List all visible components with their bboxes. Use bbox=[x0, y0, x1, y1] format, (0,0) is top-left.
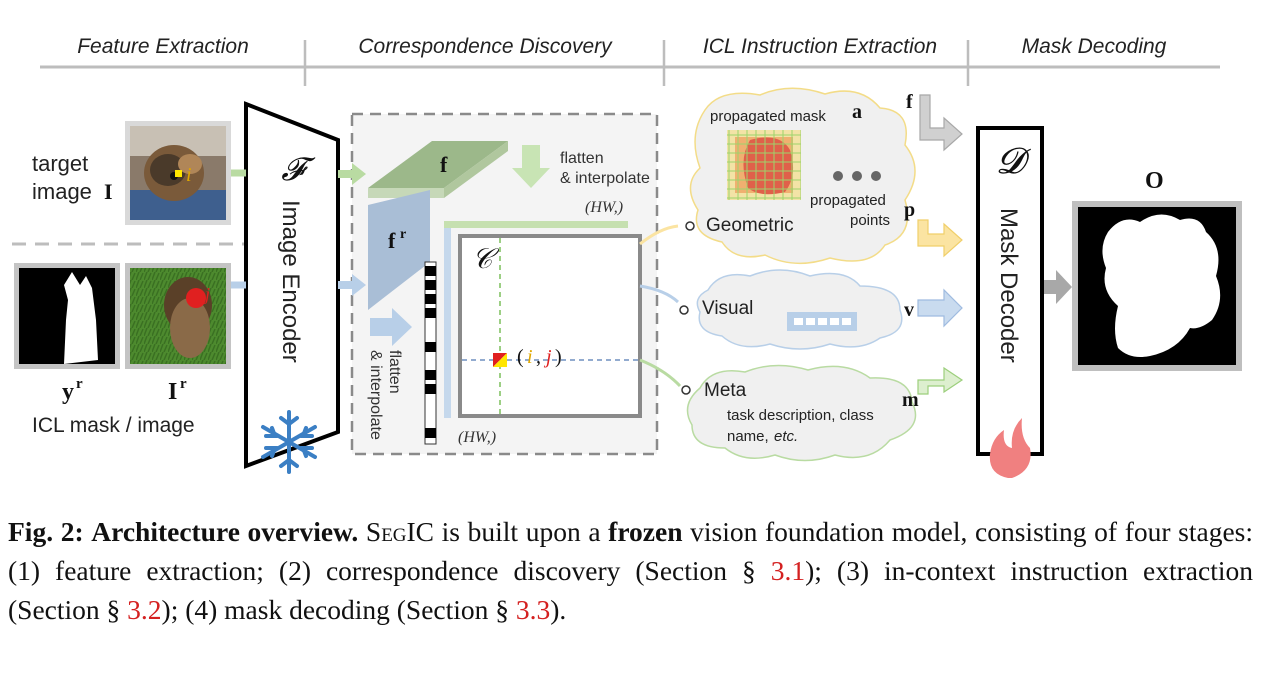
m-label: m bbox=[902, 389, 919, 411]
v-label: v bbox=[904, 299, 914, 321]
flatten-side-line1: flatten bbox=[386, 350, 403, 394]
caption-fig-label: Fig. 2: bbox=[8, 516, 84, 547]
caption-text-5: ). bbox=[550, 594, 567, 625]
fire-icon bbox=[989, 418, 1031, 478]
task-desc-line2b: etc. bbox=[774, 428, 798, 445]
caption-text-1: is built upon a bbox=[434, 516, 609, 547]
hw-top-label: (HW,) bbox=[585, 199, 623, 216]
target-point-marker bbox=[175, 170, 182, 177]
ref-mask-sup: r bbox=[76, 376, 83, 392]
caption-text-4: ); (4) mask decoding (Section § bbox=[161, 594, 516, 625]
ellipsis-dots bbox=[833, 171, 881, 181]
v-to-decoder-arrow bbox=[917, 288, 963, 328]
target-label-line2: image bbox=[32, 179, 92, 204]
f-slab-side bbox=[444, 141, 508, 198]
target-point-label: i bbox=[186, 164, 192, 186]
visual-bullet bbox=[679, 305, 689, 315]
caption-ref-3-1[interactable]: 3.1 bbox=[770, 555, 806, 586]
reference-image bbox=[125, 263, 231, 369]
fr-label: f bbox=[388, 228, 396, 253]
figure-caption: Fig. 2: Architecture overview. SegIC is … bbox=[8, 512, 1253, 629]
f-to-decoder-arrow bbox=[919, 94, 963, 152]
stage-feature-extraction: Feature Extraction bbox=[77, 35, 249, 58]
geometric-bullet bbox=[685, 221, 695, 231]
f-feature-slab bbox=[368, 141, 508, 188]
caption-method-name: SegIC bbox=[365, 516, 435, 547]
snowflake-icon bbox=[261, 410, 317, 474]
p-label: p bbox=[904, 199, 915, 221]
icl-input-label: ICL mask / image bbox=[32, 414, 195, 437]
ij-open: ( bbox=[517, 346, 524, 368]
f-label: f bbox=[440, 152, 448, 177]
connector-to-meta bbox=[639, 358, 682, 388]
reference-point-label: j bbox=[203, 284, 210, 304]
target-label-line1: target bbox=[32, 151, 88, 176]
decoder-label: Mask Decoder bbox=[995, 208, 1022, 363]
propagated-mask-heatmap bbox=[727, 130, 801, 200]
meta-cloud bbox=[686, 364, 917, 462]
matrix-point-marker-yellow bbox=[493, 353, 507, 367]
ref-mask-symbol: y bbox=[62, 379, 74, 405]
task-desc-line1: task description, class bbox=[727, 407, 874, 424]
fr-sup: r bbox=[400, 227, 406, 242]
flatten-right-arrow bbox=[370, 308, 412, 346]
output-mask-image bbox=[1072, 201, 1242, 371]
flatten-top-line2: & interpolate bbox=[560, 170, 650, 187]
geometric-label: Geometric bbox=[706, 215, 794, 236]
ref-image-symbol: I bbox=[168, 379, 177, 405]
meta-label: Meta bbox=[704, 380, 747, 401]
connector-to-visual bbox=[639, 284, 680, 304]
caption-title: Architecture overview. bbox=[91, 516, 359, 547]
caption-text-3: ); (3) in-context instruction extraction… bbox=[8, 555, 1253, 625]
m-to-decoder-arrow bbox=[917, 366, 964, 395]
hw-bottom-label: (HW,) bbox=[458, 429, 496, 446]
propagated-mask-label: propagated mask bbox=[710, 108, 826, 125]
flatten-side-line2: & interpolate bbox=[367, 350, 384, 440]
visual-token-bar bbox=[787, 312, 857, 331]
connector-to-geometric bbox=[639, 224, 679, 246]
ij-j: j bbox=[543, 346, 552, 368]
caption-ref-3-2[interactable]: 3.2 bbox=[127, 594, 162, 625]
meta-bullet bbox=[681, 385, 691, 395]
flatten-top-line1: flatten bbox=[560, 150, 604, 167]
caption-text-2: vision foundation model, consisting of f… bbox=[8, 516, 1254, 586]
ref-image-sup: r bbox=[180, 376, 187, 392]
encoder-label: Image Encoder bbox=[277, 200, 304, 363]
f-flattened-vector bbox=[444, 221, 628, 228]
image-encoder-block bbox=[244, 101, 340, 469]
target-symbol: I bbox=[104, 179, 113, 204]
stage-mask-decoding: Mask Decoding bbox=[1022, 35, 1167, 58]
decoder-to-output-arrow bbox=[1044, 270, 1072, 304]
stage-header-bar: Feature Extraction Correspondence Discov… bbox=[40, 35, 1220, 86]
f-arrow-label: f bbox=[906, 91, 913, 113]
propagated-points-line2: points bbox=[850, 212, 890, 229]
ij-comma: , bbox=[536, 346, 541, 368]
reference-mask-image bbox=[14, 263, 120, 369]
fr-feature-slab bbox=[368, 190, 430, 310]
encoder-to-fr-arrow bbox=[338, 274, 366, 296]
fr-flattened-vector bbox=[444, 228, 451, 418]
p-to-decoder-arrow bbox=[917, 219, 963, 258]
stage-icl-instruction-extraction: ICL Instruction Extraction bbox=[703, 35, 937, 58]
mask-binary-vector bbox=[424, 261, 437, 445]
flatten-down-arrow bbox=[512, 145, 550, 188]
architecture-diagram: Feature Extraction Correspondence Discov… bbox=[12, 35, 1242, 478]
visual-label: Visual bbox=[702, 298, 753, 319]
caption-frozen: frozen bbox=[608, 516, 683, 547]
correspondence-matrix bbox=[458, 234, 642, 418]
caption-ref-3-3[interactable]: 3.3 bbox=[515, 594, 551, 625]
encoder-to-f-arrow bbox=[338, 163, 366, 185]
output-symbol: O bbox=[1145, 168, 1164, 194]
ij-close: ) bbox=[555, 346, 562, 368]
stage-correspondence-discovery: Correspondence Discovery bbox=[358, 35, 613, 58]
ij-i: i bbox=[527, 346, 533, 368]
propagated-points-line1: propagated bbox=[810, 192, 886, 209]
a-label: a bbox=[852, 101, 862, 123]
task-desc-line2a: name, bbox=[727, 428, 769, 445]
